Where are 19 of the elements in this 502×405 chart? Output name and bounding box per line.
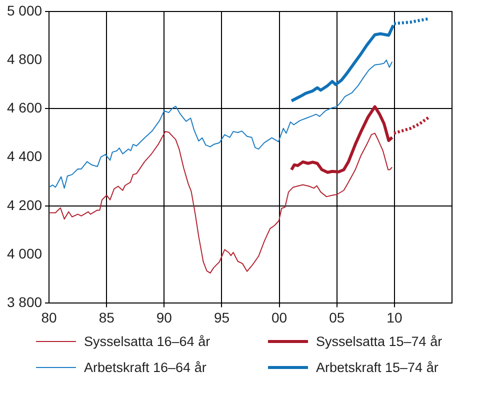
y-tick-label: 3 800 <box>6 294 42 310</box>
y-tick-label: 4 400 <box>6 148 42 164</box>
legend-label: Sysselsatta 16–64 år <box>83 332 212 351</box>
x-tick-label: 95 <box>214 309 230 326</box>
x-tick-label: 90 <box>156 309 172 326</box>
x-tick-label: 00 <box>272 309 288 326</box>
legend-label: Arbetskraft 16–64 år <box>83 358 208 376</box>
y-tick-label: 5 000 <box>6 2 42 18</box>
legend-label: Sysselsatta 15–74 år <box>315 332 444 351</box>
x-tick-label: 85 <box>98 309 115 326</box>
x-tick-label: 05 <box>329 309 345 326</box>
x-tick-label: 10 <box>386 309 402 326</box>
line-series <box>392 116 430 135</box>
y-tick-label: 4 000 <box>6 245 42 262</box>
legend-label: Arbetskraft 15–74 år <box>315 358 440 376</box>
y-tick-label: 4 200 <box>6 196 42 213</box>
x-tick-label: 80 <box>41 309 58 326</box>
y-tick-label: 4 800 <box>6 50 42 67</box>
y-tick-label: 4 600 <box>6 100 42 116</box>
